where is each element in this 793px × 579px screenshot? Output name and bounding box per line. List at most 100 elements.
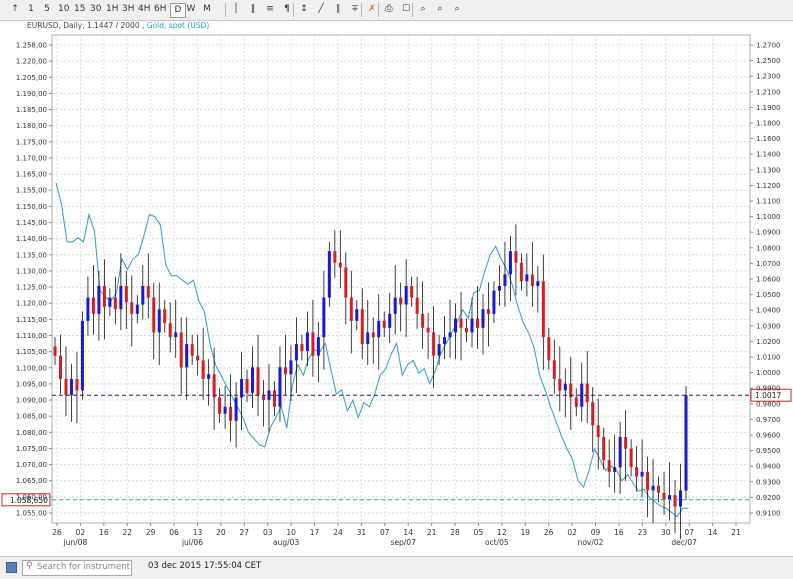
date-tick-label: 21 xyxy=(427,528,437,537)
date-tick-label: 28 xyxy=(450,528,460,537)
instrument-search-input[interactable]: ⚲ Search for instrument xyxy=(22,560,132,576)
left-tick-label: 1.135,00 xyxy=(16,251,47,259)
candle-body xyxy=(673,495,677,507)
period-button-15[interactable]: 15 xyxy=(74,4,86,14)
period-button-W[interactable]: W xyxy=(186,4,196,14)
candle-body xyxy=(251,367,255,393)
plot-frame xyxy=(51,34,751,524)
candle-body xyxy=(481,309,485,328)
candle-body xyxy=(410,285,414,298)
grid-icon[interactable]: ≡ xyxy=(266,4,274,14)
date-tick-label: 26 xyxy=(544,528,554,537)
right-tick-label: 1.0300 xyxy=(756,322,781,330)
date-tick-label: 26 xyxy=(52,528,62,537)
status-bar: ⚲ Search for instrument 03 dec 2015 17:5… xyxy=(0,556,793,579)
workspace-icon[interactable] xyxy=(6,562,17,573)
candle-body xyxy=(514,251,518,263)
right-price-tag-label: 1.0017 xyxy=(755,391,781,400)
candle-body xyxy=(327,251,331,298)
period-button-10[interactable]: 10 xyxy=(58,4,70,14)
delete-drawing-icon[interactable]: ✗ xyxy=(368,4,376,14)
print-icon[interactable]: ⎙ xyxy=(385,4,393,14)
left-tick-label: 1.105,00 xyxy=(16,348,47,356)
range-icon[interactable]: ↕ xyxy=(300,4,308,14)
right-tick-label: 1.2100 xyxy=(756,88,781,96)
right-tick-label: 1.1900 xyxy=(756,104,781,112)
right-price-axis: 1.2700 1.2500 1.2300 1.2100 1.1900 1.1800 1.16… xyxy=(750,42,781,518)
right-tick-label: 1.2300 xyxy=(756,73,781,81)
period-button-1H[interactable]: 1H xyxy=(106,4,119,14)
candle-body xyxy=(146,285,150,298)
zoom-reset-icon[interactable]: ⌕ xyxy=(454,4,460,14)
candle-body xyxy=(316,337,320,356)
right-tick-label: 0.9500 xyxy=(756,447,781,455)
period-button-5[interactable]: 5 xyxy=(44,4,50,14)
right-tick-label: 1.1400 xyxy=(756,151,781,159)
right-tick-label: 0.9900 xyxy=(756,385,781,393)
candle-body xyxy=(124,285,128,303)
candle-body xyxy=(338,262,342,268)
text-icon[interactable]: ¶ xyxy=(284,4,290,14)
zoom-out-icon[interactable]: ⌕ xyxy=(437,4,443,14)
crosshair-icon[interactable]: │ xyxy=(233,4,239,14)
channel-icon[interactable]: ∥ xyxy=(335,4,341,14)
candle-body xyxy=(459,318,463,328)
trendline-icon[interactable]: ╱ xyxy=(318,4,324,14)
date-tick-label: 27 xyxy=(240,528,250,537)
left-tick-label: 1.190,00 xyxy=(16,90,47,98)
right-tick-label: 1.0500 xyxy=(756,291,781,299)
period-button-1[interactable]: 1 xyxy=(28,4,34,14)
candle-body xyxy=(294,344,298,361)
right-tick-label: 1.2500 xyxy=(756,57,781,65)
candle-body xyxy=(305,332,309,352)
candle-body xyxy=(333,251,337,263)
candle-body xyxy=(541,281,545,338)
zoom-in-icon[interactable]: ⌕ xyxy=(420,4,426,14)
candle-body xyxy=(108,297,112,307)
candle-body xyxy=(547,337,551,361)
period-button-D[interactable]: D xyxy=(170,3,186,18)
right-tick-label: 0.9100 xyxy=(756,510,781,518)
right-tick-label: 1.0400 xyxy=(756,307,781,315)
period-button-4H[interactable]: 4H xyxy=(138,4,151,14)
date-tick-label: 19 xyxy=(521,528,531,537)
candle-body xyxy=(475,318,480,328)
candle-body xyxy=(360,309,364,345)
right-tick-label: 1.0900 xyxy=(756,229,781,237)
right-tick-label: 1.0700 xyxy=(756,260,781,268)
candle-body xyxy=(393,297,397,314)
export-icon[interactable]: ☐ xyxy=(401,4,411,14)
toolbar-separator xyxy=(361,3,362,17)
candle-body xyxy=(399,297,403,305)
candle-body xyxy=(679,490,683,507)
candle-body xyxy=(426,327,430,333)
period-button-M[interactable]: M xyxy=(203,4,211,14)
period-button-↑[interactable]: ↑ xyxy=(11,4,19,14)
fibonacci-icon[interactable]: ∓ xyxy=(351,4,359,14)
candle-body xyxy=(657,485,661,493)
period-button-30[interactable]: 30 xyxy=(90,4,102,14)
left-tick-label: 1.085,00 xyxy=(16,413,47,421)
candle-body xyxy=(432,332,436,356)
candle-body xyxy=(190,344,194,356)
right-tick-label: 1.0200 xyxy=(756,338,781,346)
candle-body xyxy=(607,460,611,472)
month-label: jun/08 xyxy=(63,538,88,547)
split-icon[interactable]: ‖ xyxy=(250,4,256,14)
period-button-6H[interactable]: 6H xyxy=(154,4,167,14)
candle-body xyxy=(53,346,57,356)
candle-body xyxy=(212,374,216,398)
current-price-lines: 1.0017 1.058,650 xyxy=(1,388,792,507)
candle-body xyxy=(207,374,211,379)
date-tick-label: 23 xyxy=(638,528,648,537)
candle-body xyxy=(75,378,79,391)
date-tick-label: 21 xyxy=(731,528,741,537)
candle-body xyxy=(64,378,68,396)
right-tick-label: 1.1600 xyxy=(756,135,781,143)
left-tick-label: 1.145,00 xyxy=(16,219,47,227)
period-button-3H[interactable]: 3H xyxy=(122,4,135,14)
right-tick-label: 1.0100 xyxy=(756,354,781,362)
candle-body xyxy=(388,313,392,328)
candle-body xyxy=(382,320,386,328)
date-tick-label: 07 xyxy=(380,528,390,537)
